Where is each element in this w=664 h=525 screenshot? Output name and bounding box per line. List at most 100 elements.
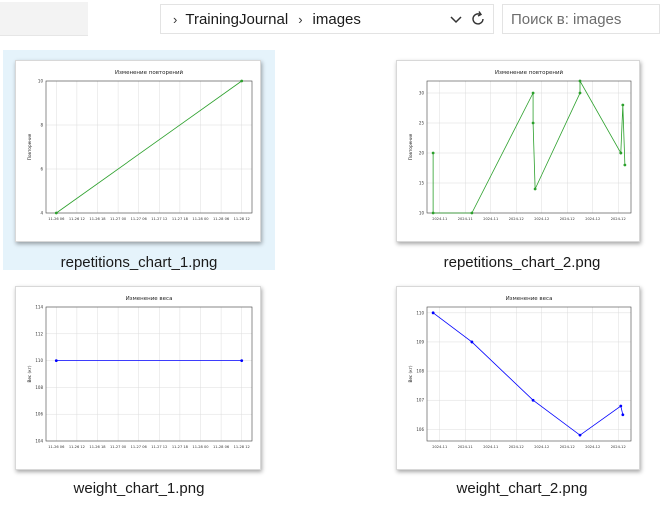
- y-tick-label: 107: [416, 398, 424, 403]
- plot-frame: [45, 80, 253, 214]
- x-tick-label: 11-28 00: [192, 217, 209, 221]
- y-tick-label: 106: [35, 412, 43, 417]
- x-tick-label: 2024-11: [432, 217, 447, 221]
- x-tick-label: 11-26 18: [89, 217, 106, 221]
- y-tick-label: 4: [40, 211, 43, 216]
- file-item[interactable]: Изменение веса 106 107 108 109 110 2024-11 2024…: [386, 278, 658, 498]
- y-axis-label: Вес (кг): [408, 365, 413, 382]
- file-item[interactable]: Изменение повторений 4 6 8 10 11-26 06 11-26 1…: [3, 50, 275, 271]
- x-tick-label: 11-26 06: [48, 217, 65, 221]
- x-tick-label: 11-27 18: [172, 445, 189, 449]
- y-tick-label: 104: [35, 439, 43, 444]
- address-toolbar: › TrainingJournal › images Поиск в: imag…: [0, 0, 664, 38]
- y-tick-label: 20: [419, 151, 425, 156]
- data-point: [470, 211, 474, 215]
- x-tick-label: 2024-11: [458, 445, 473, 449]
- x-tick-label: 2024-12: [611, 217, 626, 221]
- refresh-icon[interactable]: [469, 10, 487, 28]
- data-point: [431, 311, 435, 315]
- y-tick-label: 8: [40, 123, 43, 128]
- data-point: [531, 121, 535, 125]
- y-tick-label: 109: [416, 339, 424, 344]
- data-point: [240, 359, 244, 362]
- x-tick-label: 2024-12: [611, 445, 626, 449]
- thumbnail: Изменение веса 106 107 108 109 110 2024-11 2024…: [396, 286, 640, 470]
- file-name[interactable]: repetitions_chart_1.png: [60, 254, 218, 271]
- thumbnail: Изменение веса 104 106 108 110 112 114 11-26 06…: [15, 286, 261, 470]
- x-tick-label: 2024-12: [585, 445, 600, 449]
- thumbnail: Изменение повторений 10 15 20 25 30 2024-11 202…: [396, 60, 640, 242]
- chart-title: Изменение веса: [506, 296, 553, 302]
- series-line: [432, 79, 626, 214]
- data-point: [619, 151, 623, 155]
- search-input[interactable]: Поиск в: images: [502, 4, 660, 34]
- data-point: [54, 211, 58, 215]
- data-point: [621, 103, 625, 107]
- y-tick-label: 110: [35, 358, 43, 363]
- data-point: [623, 163, 627, 167]
- file-item[interactable]: Изменение веса 104 106 108 110 112 114 11-26 06…: [3, 278, 275, 498]
- nav-buttons-area[interactable]: [0, 2, 88, 36]
- x-tick-label: 11-27 06: [131, 217, 148, 221]
- chevron-right-icon[interactable]: ›: [173, 11, 178, 27]
- file-name[interactable]: weight_chart_2.png: [456, 480, 588, 497]
- x-tick-label: 11-26 12: [69, 217, 85, 221]
- x-tick-label: 11-27 00: [110, 445, 127, 449]
- data-point: [619, 404, 623, 408]
- x-tick-label: 11-28 00: [192, 445, 209, 449]
- x-tick-label: 11-27 18: [172, 217, 189, 221]
- data-point: [431, 211, 435, 215]
- x-tick-label: 2024-12: [560, 217, 575, 221]
- data-point: [240, 79, 244, 83]
- x-tick-label: 11-28 06: [213, 217, 230, 221]
- data-point: [621, 413, 625, 417]
- plot-frame: [426, 306, 632, 442]
- file-name[interactable]: repetitions_chart_2.png: [443, 254, 601, 271]
- breadcrumb-trainingjournal[interactable]: TrainingJournal: [185, 10, 289, 28]
- x-tick-label: 11-27 06: [131, 445, 148, 449]
- x-tick-label: 11-26 12: [69, 445, 85, 449]
- y-tick-label: 108: [416, 369, 424, 374]
- thumbnail: Изменение повторений 4 6 8 10 11-26 06 11-26 1…: [15, 60, 261, 242]
- x-tick-label: 11-28 12: [234, 217, 250, 221]
- y-tick-label: 114: [35, 305, 43, 310]
- data-point: [431, 151, 435, 155]
- y-tick-label: 6: [40, 167, 43, 172]
- plot-frame: [426, 80, 632, 214]
- x-tick-label: 11-26 18: [89, 445, 106, 449]
- data-point: [578, 79, 582, 83]
- series-line: [432, 312, 624, 436]
- chart: Изменение повторений 4 6 8 10 11-26 06 11-26 1…: [27, 69, 253, 221]
- y-tick-label: 30: [419, 91, 425, 96]
- y-tick-label: 112: [35, 331, 43, 336]
- series-line: [56, 80, 242, 214]
- y-tick-label: 25: [419, 121, 425, 126]
- x-tick-label: 11-27 12: [151, 445, 167, 449]
- plot-frame: [45, 306, 253, 442]
- address-bar[interactable]: › TrainingJournal › images: [160, 4, 494, 34]
- chart: Изменение веса 106 107 108 109 110 2024-11 2024…: [408, 296, 632, 449]
- x-tick-label: 2024-12: [560, 445, 575, 449]
- data-point: [531, 91, 535, 95]
- y-tick-label: 10: [38, 79, 44, 84]
- chevron-right-icon[interactable]: ›: [298, 11, 303, 27]
- breadcrumb-images[interactable]: images: [312, 10, 361, 28]
- x-tick-label: 2024-12: [534, 445, 549, 449]
- y-axis-label: Повторения: [408, 133, 413, 160]
- y-tick-label: 108: [35, 385, 43, 390]
- chevron-down-icon[interactable]: [449, 11, 463, 27]
- x-tick-label: 11-27 12: [151, 217, 167, 221]
- x-tick-label: 11-28 06: [213, 445, 230, 449]
- y-axis-label: Вес (кг): [27, 365, 32, 382]
- x-tick-label: 2024-11: [483, 217, 498, 221]
- x-tick-label: 2024-12: [509, 445, 524, 449]
- y-tick-label: 110: [416, 310, 424, 315]
- x-tick-label: 2024-11: [432, 445, 447, 449]
- file-name[interactable]: weight_chart_1.png: [73, 480, 205, 497]
- data-point: [470, 340, 474, 344]
- y-axis-label: Повторения: [27, 133, 32, 160]
- data-point: [533, 187, 537, 191]
- y-tick-label: 15: [419, 181, 425, 186]
- y-tick-label: 106: [416, 427, 424, 432]
- file-item[interactable]: Изменение повторений 10 15 20 25 30 2024-11 202…: [386, 50, 658, 271]
